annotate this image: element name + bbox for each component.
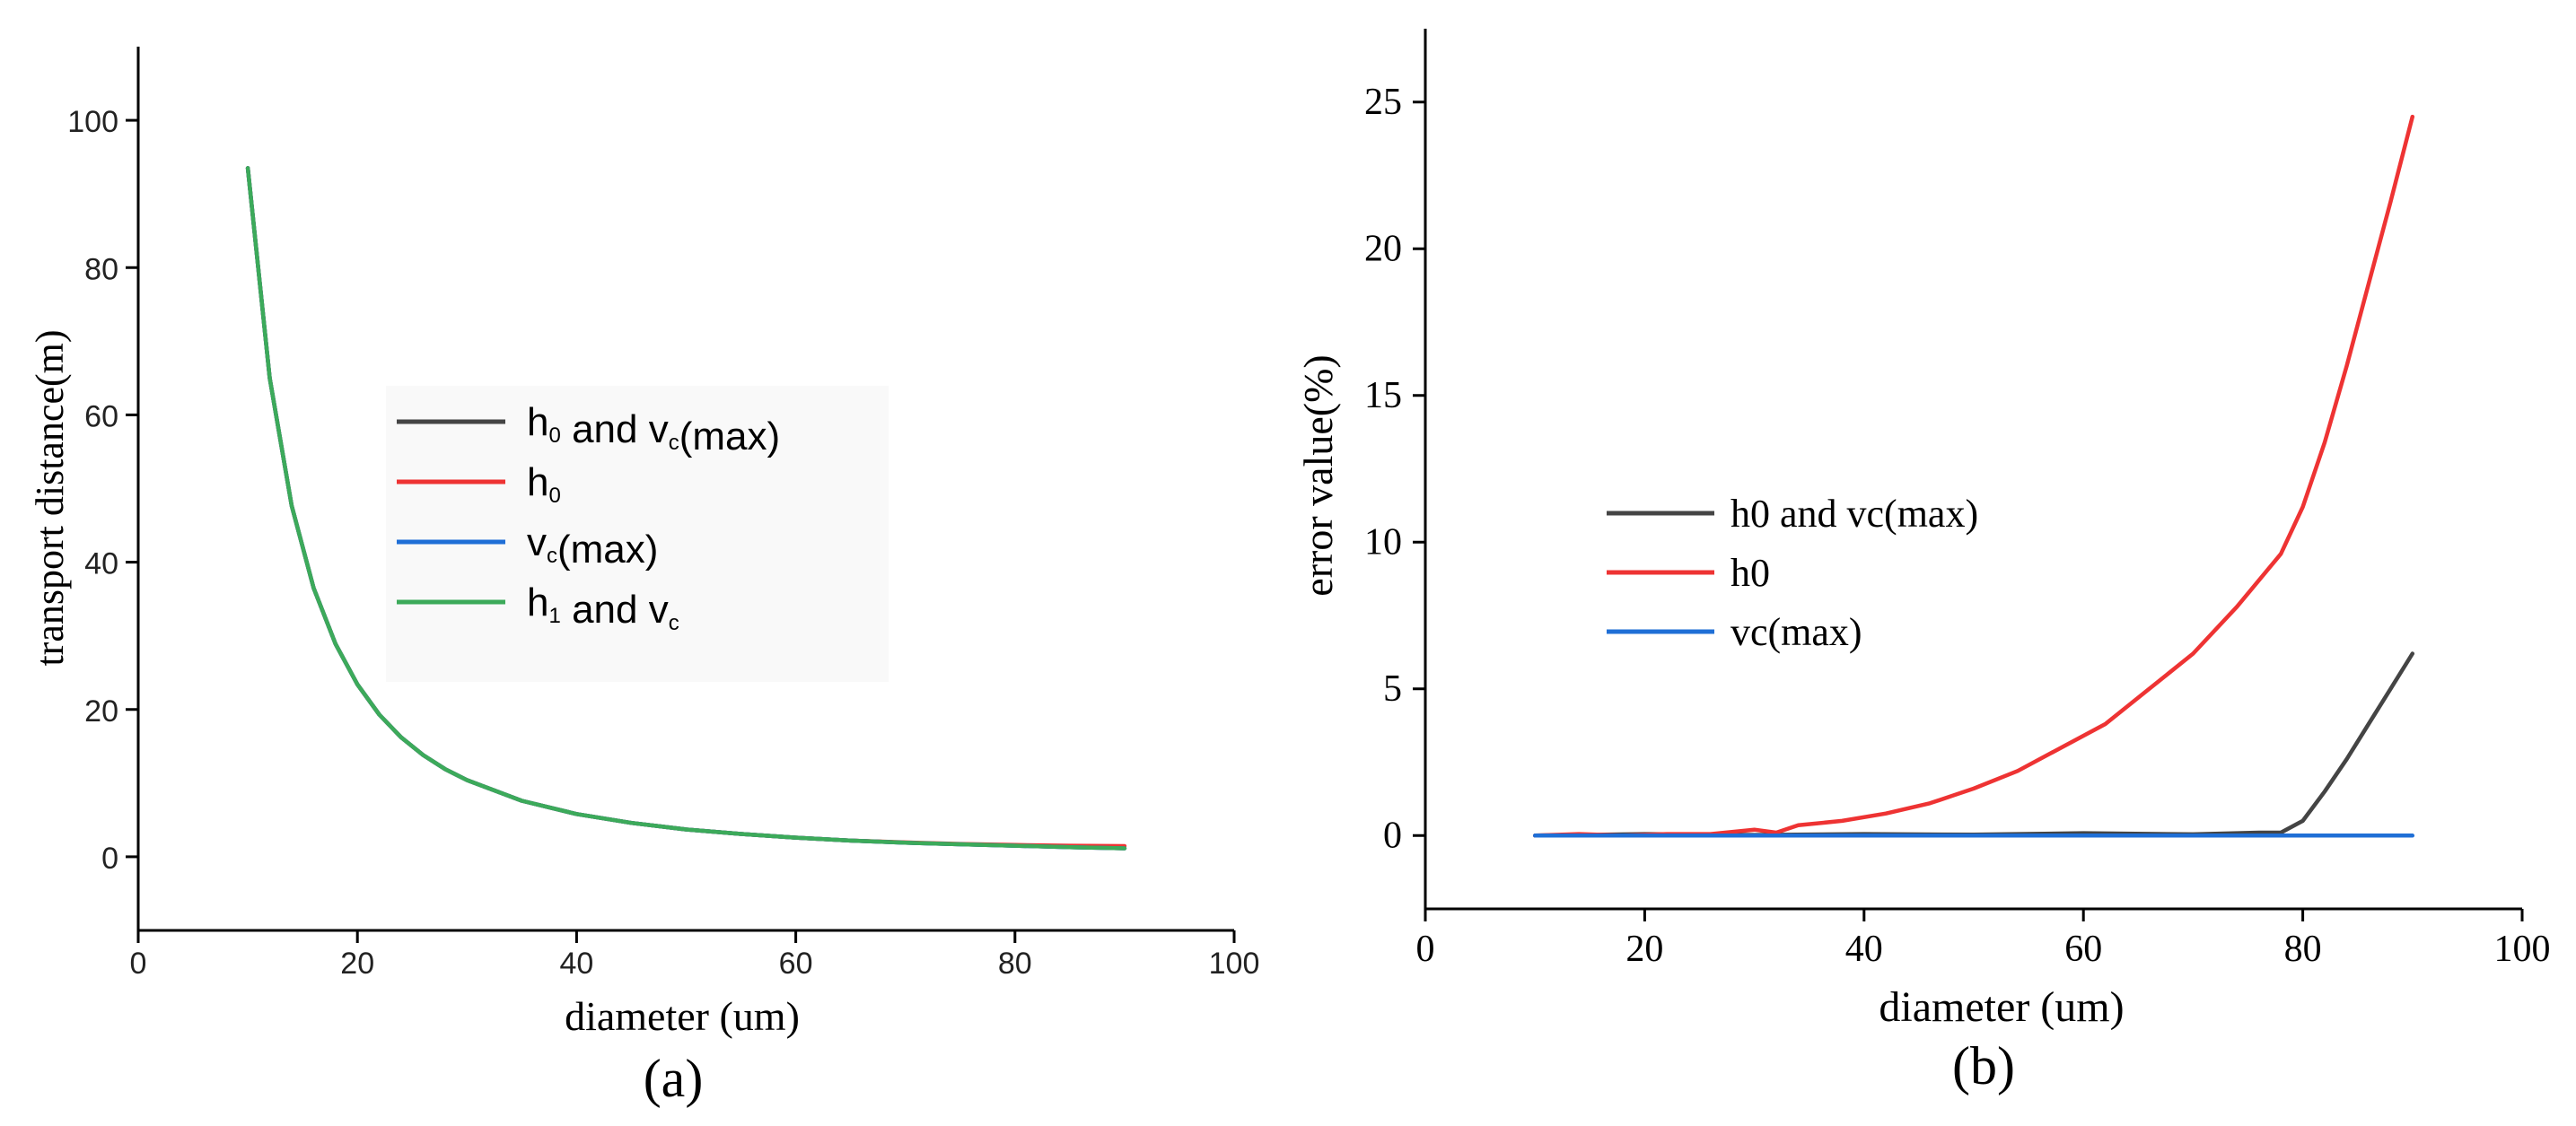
chart-b-xtick-label: 60 (2064, 929, 2102, 970)
chart-a-xtick-label: 60 (779, 947, 813, 981)
chart-a-legend: h0 and vc(max)h0 vc(max) h1 and vc (386, 386, 889, 682)
chart-b-series-h0-and-vc-max (1532, 651, 2415, 838)
chart-a-ytick-label: 0 (101, 842, 118, 876)
chart-b-xtick-label: 40 (1845, 929, 1883, 970)
chart-a-ytick-label: 60 (84, 399, 118, 433)
chart-a-ytick-label: 40 (84, 547, 118, 581)
chart-a-xlabel: diameter (um) (565, 993, 800, 1039)
chart-a-xtick-label: 0 (130, 947, 147, 981)
chart-b-ytick-label: 10 (1364, 521, 1402, 563)
chart-b-y-ticks: 0 5 10 15 20 25 (1364, 82, 1425, 856)
chart-b-ytick-label: 5 (1383, 668, 1402, 710)
chart-b-ytick-label: 25 (1364, 82, 1402, 123)
chart-b-legend-label: h0 (1730, 551, 1770, 595)
chart-b-series-h0 (1532, 114, 2415, 838)
chart-a-series-h1-and-vc (245, 166, 1127, 851)
chart-b-series (1532, 114, 2415, 838)
chart-a-legend-label: h0 (527, 460, 561, 508)
chart-a-xtick-label: 40 (559, 947, 593, 981)
chart-a-ytick-label: 20 (84, 694, 118, 729)
chart-a-xtick-label: 20 (340, 947, 374, 981)
chart-b-panel-label: (b) (1952, 1036, 2015, 1095)
chart-a-legend-label: vc(max) (527, 520, 658, 572)
chart-a-panel-label: (a) (644, 1049, 704, 1108)
chart-a-ytick-label: 100 (67, 105, 118, 139)
chart-a-y-ticks: 0 20 40 60 80 100 (67, 105, 138, 876)
chart-b-ylabel: error value(%) (1295, 354, 1341, 596)
chart-b-axes (1424, 29, 2522, 911)
chart-a-x-ticks: 0 20 40 60 80 100 (130, 930, 1260, 981)
chart-a-xtick-label: 80 (998, 947, 1032, 981)
chart-b-xlabel: diameter (um) (1879, 983, 2124, 1031)
chart-b-legend: h0 and vc(max) h0 vc(max) (1607, 492, 1978, 654)
chart-a-ytick-label: 80 (84, 252, 118, 286)
chart-b-legend-label: h0 and vc(max) (1730, 492, 1978, 536)
chart-a-legend-label: h0 and vc(max) (527, 400, 780, 458)
chart-b-xtick-label: 100 (2494, 929, 2551, 970)
chart-b-ytick-label: 20 (1364, 228, 1402, 269)
chart-b-x-ticks: 0 20 40 60 80 100 (1416, 909, 2551, 970)
chart-a-legend-label: h1 and vc (527, 580, 679, 635)
chart-a-xtick-label: 100 (1209, 947, 1260, 981)
chart-b-xtick-label: 0 (1416, 929, 1435, 970)
chart-b-xtick-label: 20 (1625, 929, 1663, 970)
chart-b-legend-label: vc(max) (1730, 610, 1862, 654)
chart-a-legend-box (386, 386, 889, 682)
chart-b-ytick-label: 0 (1383, 815, 1402, 856)
chart-b-ytick-label: 15 (1364, 375, 1402, 416)
chart-a-ylabel: transport distance(m) (28, 329, 72, 666)
chart-a-series (245, 166, 1127, 851)
chart-b: 0 20 40 60 80 100 0 5 10 15 20 25 diameter (um) er… (1295, 29, 2551, 1095)
chart-b-xtick-label: 80 (2284, 929, 2322, 970)
chart-a-axes (136, 47, 1234, 932)
